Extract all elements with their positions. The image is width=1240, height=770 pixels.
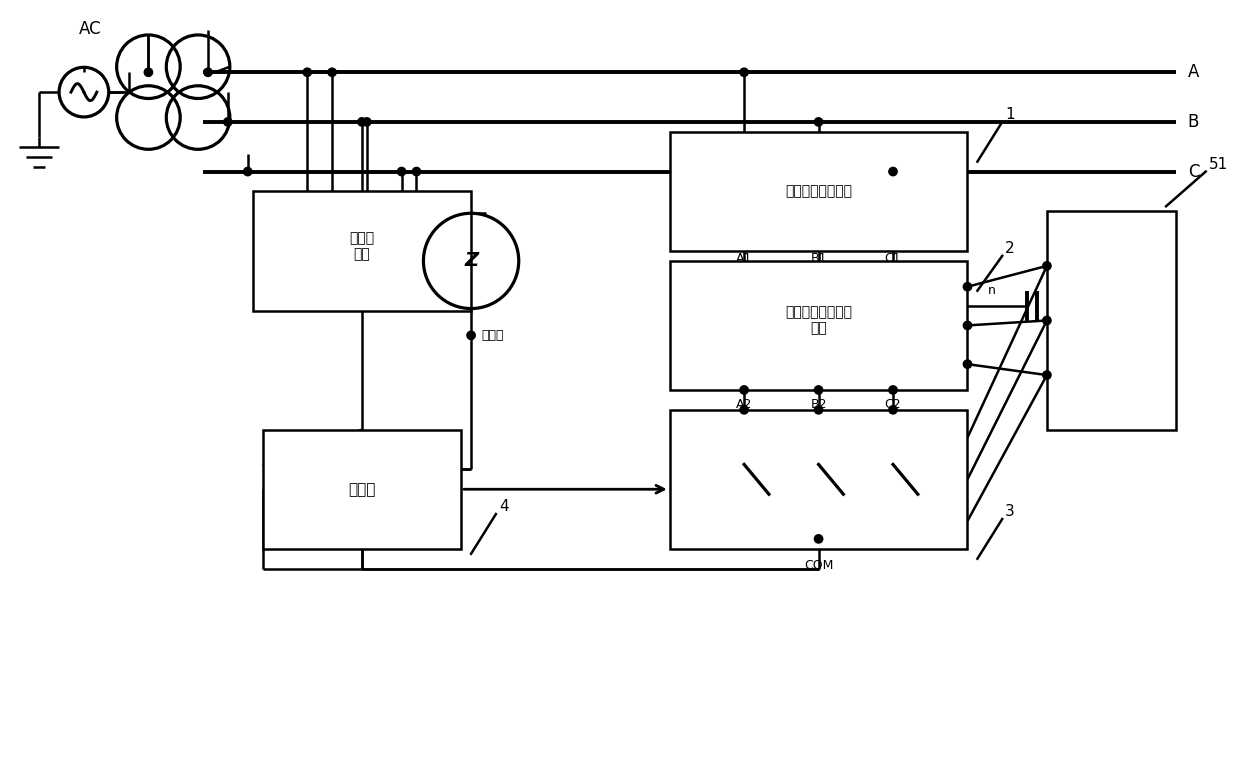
Text: 中性点: 中性点 xyxy=(481,329,503,342)
Text: 2: 2 xyxy=(1006,241,1014,256)
Circle shape xyxy=(815,386,822,394)
Text: 控制器: 控制器 xyxy=(348,482,376,497)
Circle shape xyxy=(397,167,405,176)
Bar xyxy=(670,132,967,251)
Text: A2: A2 xyxy=(735,398,753,411)
Circle shape xyxy=(223,118,232,126)
Circle shape xyxy=(815,406,822,414)
Circle shape xyxy=(327,68,336,76)
Circle shape xyxy=(889,386,898,394)
Circle shape xyxy=(963,283,972,291)
Circle shape xyxy=(740,68,748,76)
Circle shape xyxy=(963,360,972,368)
Bar xyxy=(263,430,461,549)
Circle shape xyxy=(1043,262,1052,270)
Circle shape xyxy=(1043,316,1052,325)
Text: n: n xyxy=(988,284,996,297)
Circle shape xyxy=(203,68,212,76)
Text: 相供电电源相位补
偿器: 相供电电源相位补 偿器 xyxy=(785,306,852,336)
Text: 电压互
感器: 电压互 感器 xyxy=(350,231,374,261)
Circle shape xyxy=(889,167,898,176)
Circle shape xyxy=(740,406,748,414)
Text: A1: A1 xyxy=(735,253,753,266)
Circle shape xyxy=(357,118,366,126)
Text: C2: C2 xyxy=(884,398,901,411)
Circle shape xyxy=(362,118,371,126)
Circle shape xyxy=(889,406,898,414)
Text: Z: Z xyxy=(464,251,479,270)
Bar xyxy=(1047,211,1176,430)
Text: 4: 4 xyxy=(498,499,508,514)
Text: B2: B2 xyxy=(810,398,827,411)
Text: 51: 51 xyxy=(1209,156,1228,172)
Circle shape xyxy=(815,118,822,126)
Circle shape xyxy=(740,386,748,394)
Bar xyxy=(670,261,967,390)
Circle shape xyxy=(413,167,420,176)
Text: A: A xyxy=(1188,63,1199,82)
Text: 相供电电源产生器: 相供电电源产生器 xyxy=(785,184,852,199)
Circle shape xyxy=(963,321,972,330)
Circle shape xyxy=(243,167,252,176)
Bar xyxy=(670,410,967,549)
Circle shape xyxy=(303,68,311,76)
Text: B1: B1 xyxy=(810,253,827,266)
Bar xyxy=(253,192,471,310)
Text: B: B xyxy=(1188,113,1199,131)
Text: C1: C1 xyxy=(884,253,901,266)
Circle shape xyxy=(467,331,475,340)
Circle shape xyxy=(144,68,153,76)
Circle shape xyxy=(815,534,822,543)
Text: AC: AC xyxy=(79,19,102,38)
Text: COM: COM xyxy=(804,559,833,572)
Text: 1: 1 xyxy=(1006,107,1014,122)
Circle shape xyxy=(1043,371,1052,380)
Text: C: C xyxy=(1188,162,1199,180)
Text: 3: 3 xyxy=(1006,504,1016,519)
